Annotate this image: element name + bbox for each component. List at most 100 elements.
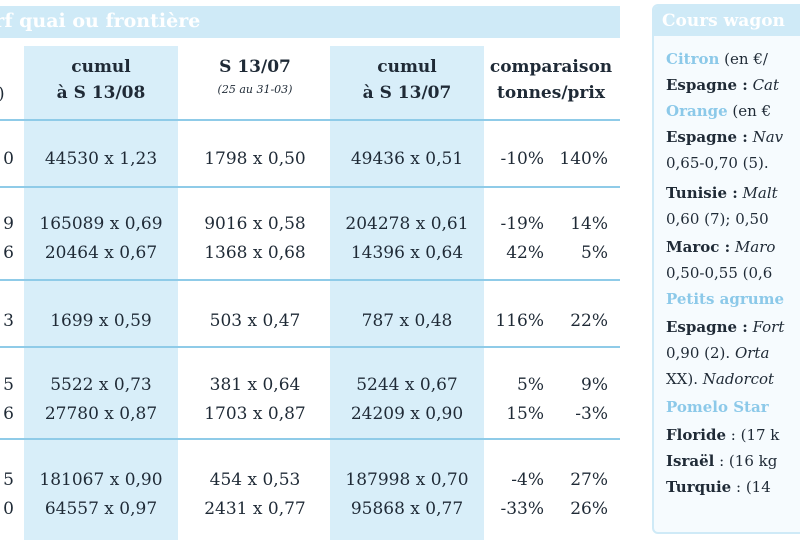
header-col3: S 13/07 (25 au 31-03): [180, 54, 330, 100]
table-cell: 9: [3, 214, 14, 234]
table-cell: 187998 x 0,70: [345, 470, 469, 490]
header-col5-line2: tonnes/prix: [497, 83, 605, 103]
table-cell: 22%: [570, 311, 608, 331]
table-cell: 3: [3, 311, 14, 331]
list-item: Turquie : (14: [666, 478, 771, 496]
divider: [0, 346, 620, 348]
header-col2-line1: cumul: [71, 57, 131, 77]
table-cell: 1798 x 0,50: [204, 149, 306, 169]
table-cell: 165089 x 0,69: [39, 214, 163, 234]
table-cell: 140%: [559, 149, 608, 169]
header-col4-line1: cumul: [377, 57, 437, 77]
column-shade-cumul-2: [330, 46, 484, 540]
table-cell: 42%: [506, 243, 544, 263]
list-item: 0,50-0,55 (0,6: [666, 264, 772, 282]
header-col5: comparaison tonnes/prix: [486, 54, 616, 106]
list-item: 0,60 (7); 0,50: [666, 210, 769, 228]
header-col3-line1: S 13/07: [219, 57, 291, 77]
table-cell: 27%: [570, 470, 608, 490]
list-item: 0,65-0,70 (5).: [666, 154, 769, 172]
list-item: Espagne : Nav: [666, 128, 783, 146]
list-item: Maroc : Maro: [666, 238, 775, 256]
divider: [0, 279, 620, 281]
section-header-left: arf quai ou frontière: [0, 6, 620, 38]
item-text: Fort: [747, 318, 785, 336]
table-cell: 1699 x 0,59: [50, 311, 152, 331]
table-cell: 503 x 0,47: [209, 311, 301, 331]
table-cell: 95868 x 0,77: [350, 499, 464, 519]
table-cell: 9016 x 0,58: [204, 214, 306, 234]
table-cell: 5522 x 0,73: [50, 375, 152, 395]
table-cell: 27780 x 0,87: [44, 404, 158, 424]
item-text: 0,60 (7); 0,50: [666, 210, 769, 228]
table-cell: 181067 x 0,90: [39, 470, 163, 490]
item-label: Espagne :: [666, 318, 748, 336]
item-label: Israël: [666, 452, 715, 470]
column-shade-cumul-1: [24, 46, 178, 540]
table-cell: -4%: [511, 470, 544, 490]
header-col2: cumul à S 13/08: [24, 54, 178, 106]
item-text: Cat: [747, 76, 780, 94]
table-cell: 5: [3, 375, 14, 395]
table-cell: 6: [3, 404, 14, 424]
table-cell: 20464 x 0,67: [44, 243, 158, 263]
list-item: XX). Nadorcot: [666, 370, 774, 388]
table-cell: 1368 x 0,68: [204, 243, 306, 263]
item-heading: Petits agrume: [666, 290, 785, 308]
table-cell: 2431 x 0,77: [204, 499, 306, 519]
divider: [0, 186, 620, 188]
table-cell: 381 x 0,64: [209, 375, 301, 395]
item-text: XX).: [666, 370, 698, 388]
table-cell: 1703 x 0,87: [204, 404, 306, 424]
item-heading: Pomelo Star: [666, 398, 769, 416]
table-cell: -19%: [500, 214, 544, 234]
table-cell: 5%: [581, 243, 608, 263]
item-heading: Orange: [666, 102, 728, 120]
item-text: : (14: [731, 478, 771, 496]
item-text-italic: Orta: [730, 344, 770, 362]
item-text: (en €: [727, 102, 772, 120]
table-cell: 787 x 0,48: [361, 311, 453, 331]
table-cell: 26%: [570, 499, 608, 519]
table-cell: 14396 x 0,64: [350, 243, 464, 263]
item-text-italic: Nadorcot: [697, 370, 775, 388]
header-col5-line1: comparaison: [489, 57, 613, 77]
table-cell: 64557 x 0,97: [44, 499, 158, 519]
list-item: Floride : (17 k: [666, 426, 779, 444]
table-cell: -10%: [500, 149, 544, 169]
list-item: Espagne : Cat: [666, 76, 779, 94]
list-item: Espagne : Fort: [666, 318, 784, 336]
table-cell: 5%: [517, 375, 544, 395]
table-cell: -33%: [500, 499, 544, 519]
list-item: Israël : (16 kg: [666, 452, 777, 470]
header-col4: cumul à S 13/07: [330, 54, 484, 106]
item-text: 0,90 (2).: [666, 344, 731, 362]
item-label: Espagne :: [666, 76, 748, 94]
item-label: Maroc :: [666, 238, 731, 256]
divider: [0, 438, 620, 440]
table-cell: 14%: [570, 214, 608, 234]
item-label: Floride: [666, 426, 726, 444]
item-text: Nav: [747, 128, 784, 146]
table-cell: 44530 x 1,23: [44, 149, 158, 169]
item-text: : (16 kg: [714, 452, 778, 470]
list-item: Orange (en €: [666, 102, 771, 120]
item-label: Espagne :: [666, 128, 748, 146]
divider: [0, 119, 620, 121]
table-cell: 6: [3, 243, 14, 263]
header-col3-line2: (25 au 31-03): [217, 83, 293, 96]
table-cell: 49436 x 0,51: [350, 149, 464, 169]
table-cell: 204278 x 0,61: [345, 214, 469, 234]
section-title: arf quai ou frontière: [0, 10, 201, 32]
table-cell: 454 x 0,53: [209, 470, 301, 490]
item-text: : (17 k: [726, 426, 780, 444]
item-text: Malt: [737, 184, 778, 202]
table-cell: 0: [3, 499, 14, 519]
table-cell: 24209 x 0,90: [350, 404, 464, 424]
header-col2-line2: à S 13/08: [56, 83, 146, 103]
item-heading: Citron: [666, 50, 720, 68]
table-cell: 15%: [506, 404, 544, 424]
table-cell: 5: [3, 470, 14, 490]
list-item: Pomelo Star: [666, 398, 769, 416]
item-label: Tunisie :: [666, 184, 738, 202]
